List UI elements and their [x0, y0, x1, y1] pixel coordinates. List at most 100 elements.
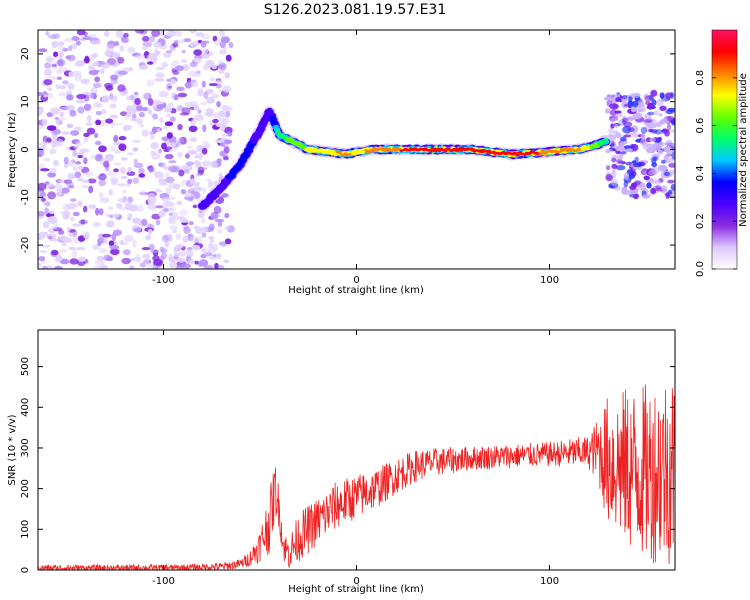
heatmap-noise-cell [159, 117, 164, 123]
heatmap-noise-cell [136, 118, 143, 125]
heatmap-noise-cell [186, 249, 194, 257]
heatmap-noise-cell [41, 118, 48, 126]
heatmap-noise-cell [165, 83, 172, 91]
heatmap-noise-cell [89, 92, 97, 99]
heatmap-noise-cell [148, 165, 155, 173]
heatmap-signal-cell [586, 146, 590, 150]
heatmap-noise-cell [223, 139, 233, 144]
heatmap-noise-cell [135, 53, 146, 60]
heatmap-signal-cell [246, 150, 250, 154]
heatmap-noise-cell [77, 165, 84, 170]
x-tick-label: -100 [152, 576, 175, 587]
heatmap-noise-cell [622, 187, 628, 192]
heatmap-noise-cell [632, 160, 637, 164]
y-tick-label: 400 [20, 398, 31, 417]
heatmap-noise-cell [137, 204, 144, 213]
heatmap-noise-cell [141, 92, 150, 100]
heatmap-noise-cell [665, 157, 674, 164]
heatmap-noise-cell [93, 102, 101, 108]
heatmap-noise-cell [188, 79, 196, 83]
heatmap-noise-cell [76, 247, 85, 251]
heatmap-noise-cell [649, 137, 656, 142]
heatmap-noise-cell [92, 244, 100, 250]
heatmap-noise-cell [203, 265, 214, 269]
heatmap-noise-cell [615, 113, 624, 117]
heatmap-noise-cell [120, 157, 128, 161]
heatmap-noise-cell [663, 145, 672, 153]
heatmap-noise-cell [128, 67, 133, 72]
heatmap-noise-cell [196, 173, 202, 177]
heatmap-noise-cell [178, 137, 184, 144]
heatmap-noise-cell [224, 238, 232, 245]
heatmap-noise-cell [614, 185, 621, 191]
heatmap-noise-cell [56, 69, 61, 75]
heatmap-signal-cell [252, 141, 256, 144]
heatmap-noise-cell [623, 103, 630, 107]
heatmap-noise-cell [51, 41, 60, 47]
heatmap-noise-cell [146, 53, 157, 62]
heatmap-noise-cell [66, 123, 74, 129]
heatmap-noise-cell [667, 115, 675, 122]
y-tick-label: 300 [20, 438, 31, 457]
heatmap-noise-cell [656, 98, 664, 107]
heatmap-noise-cell [53, 159, 59, 167]
heatmap-noise-cell [38, 210, 45, 217]
heatmap-noise-cell [204, 112, 211, 116]
heatmap-noise-cell [228, 41, 234, 49]
heatmap-noise-cell [42, 265, 48, 269]
heatmap-noise-cell [670, 143, 675, 147]
heatmap-noise-cell [156, 128, 161, 132]
heatmap-noise-cell [640, 132, 646, 140]
heatmap-noise-cell [218, 49, 227, 55]
heatmap-noise-cell [144, 39, 153, 48]
colorbar-tick-label: 0.2 [695, 213, 706, 229]
heatmap-noise-cell [38, 215, 45, 219]
heatmap-signal-cell [238, 162, 243, 166]
heatmap-signal-cell [240, 160, 244, 164]
heatmap-noise-cell [77, 235, 86, 242]
colorbar-tick-label: 0.8 [695, 70, 706, 86]
heatmap-noise-cell [47, 92, 54, 99]
heatmap-noise-cell [70, 130, 80, 136]
y-tick-label: -10 [20, 189, 31, 205]
heatmap-noise-cell [98, 208, 104, 216]
heatmap-signal-cell [392, 147, 396, 150]
heatmap-noise-cell [666, 123, 672, 131]
heatmap-noise-cell [72, 149, 78, 157]
heatmap-noise-cell [205, 144, 211, 148]
heatmap-noise-cell [104, 31, 110, 37]
heatmap-noise-cell [94, 140, 102, 146]
heatmap-noise-cell [129, 204, 139, 212]
heatmap-noise-cell [161, 197, 172, 202]
heatmap-noise-cell [632, 92, 641, 97]
heatmap-noise-cell [48, 226, 58, 230]
heatmap-noise-cell [172, 228, 177, 234]
heatmap-noise-cell [101, 95, 110, 103]
heatmap-noise-cell [113, 41, 120, 47]
heatmap-noise-cell [108, 240, 115, 247]
heatmap-noise-cell [605, 165, 611, 171]
heatmap-noise-cell [168, 165, 178, 173]
y-tick-label: 100 [20, 520, 31, 539]
heatmap-signal-cell [273, 125, 278, 128]
heatmap-signal-cell [382, 147, 387, 150]
spectrogram-x-label: Height of straight line (km) [288, 285, 424, 296]
heatmap-noise-cell [147, 109, 152, 115]
heatmap-noise-cell [216, 101, 221, 108]
heatmap-noise-cell [609, 103, 619, 110]
heatmap-noise-cell [56, 76, 63, 81]
heatmap-noise-cell [77, 154, 84, 159]
heatmap-noise-cell [667, 107, 675, 112]
heatmap-noise-cell [142, 35, 150, 42]
heatmap-noise-cell [68, 71, 75, 78]
heatmap-noise-cell [126, 171, 136, 177]
heatmap-noise-cell [74, 171, 82, 179]
heatmap-noise-cell [215, 139, 225, 143]
heatmap-noise-cell [113, 122, 123, 126]
heatmap-noise-cell [98, 179, 107, 186]
heatmap-noise-cell [103, 237, 108, 244]
heatmap-noise-cell [208, 83, 218, 87]
heatmap-noise-cell [223, 259, 230, 264]
heatmap-noise-cell [65, 104, 75, 110]
